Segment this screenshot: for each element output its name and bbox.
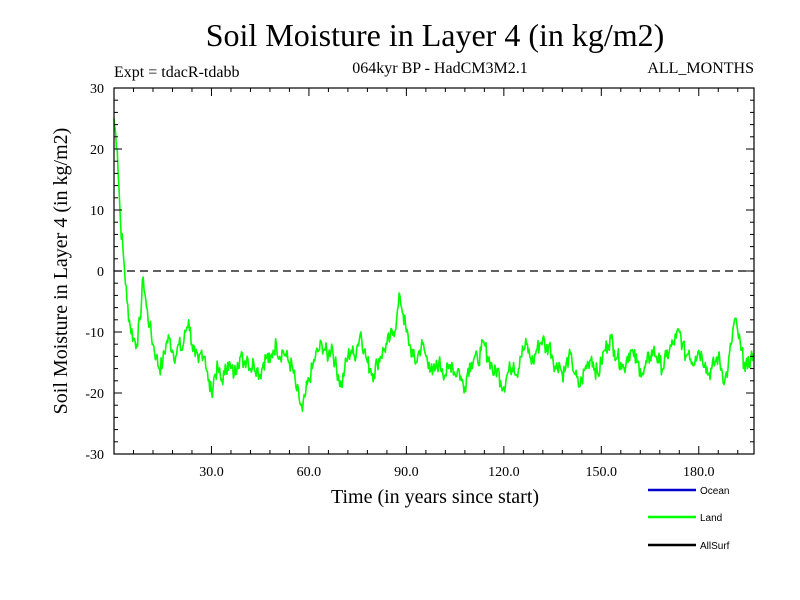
y-tick-label: 0 bbox=[97, 265, 104, 280]
y-tick-label: 30 bbox=[90, 82, 104, 97]
y-tick-label: 10 bbox=[90, 204, 104, 219]
x-tick-label: 180.0 bbox=[683, 465, 715, 480]
y-tick-label: 20 bbox=[90, 143, 104, 158]
chart-subtitle-left: Expt = tdacR-tdabb bbox=[114, 64, 239, 81]
x-tick-label: 120.0 bbox=[488, 465, 520, 480]
chart-title: Soil Moisture in Layer 4 (in kg/m2) bbox=[206, 17, 665, 53]
chart-subtitle-center: 064kyr BP - HadCM3M2.1 bbox=[352, 60, 527, 77]
x-tick-label: 60.0 bbox=[297, 465, 322, 480]
x-axis: 30.0 60.0 90.0 120.0 150.0 180.0 bbox=[132, 88, 739, 480]
y-axis: -30 -20 -10 0 10 20 30 bbox=[85, 82, 754, 463]
x-tick-label: 30.0 bbox=[199, 465, 224, 480]
legend: Ocean Land AllSurf bbox=[648, 486, 730, 552]
series-line-land bbox=[113, 118, 754, 413]
y-axis-label: Soil Moisture in Layer 4 (in kg/m2) bbox=[50, 128, 72, 415]
x-axis-label: Time (in years since start) bbox=[331, 486, 539, 508]
x-tick-label: 90.0 bbox=[394, 465, 419, 480]
y-tick-label: -10 bbox=[85, 326, 104, 341]
legend-label-allsurf: AllSurf bbox=[700, 541, 730, 552]
legend-label-land: Land bbox=[700, 513, 722, 524]
legend-label-ocean: Ocean bbox=[700, 486, 729, 497]
chart-subtitle-right: ALL_MONTHS bbox=[647, 60, 754, 77]
y-tick-label: -30 bbox=[85, 448, 104, 463]
y-tick-label: -20 bbox=[85, 387, 104, 402]
x-tick-label: 150.0 bbox=[586, 465, 618, 480]
